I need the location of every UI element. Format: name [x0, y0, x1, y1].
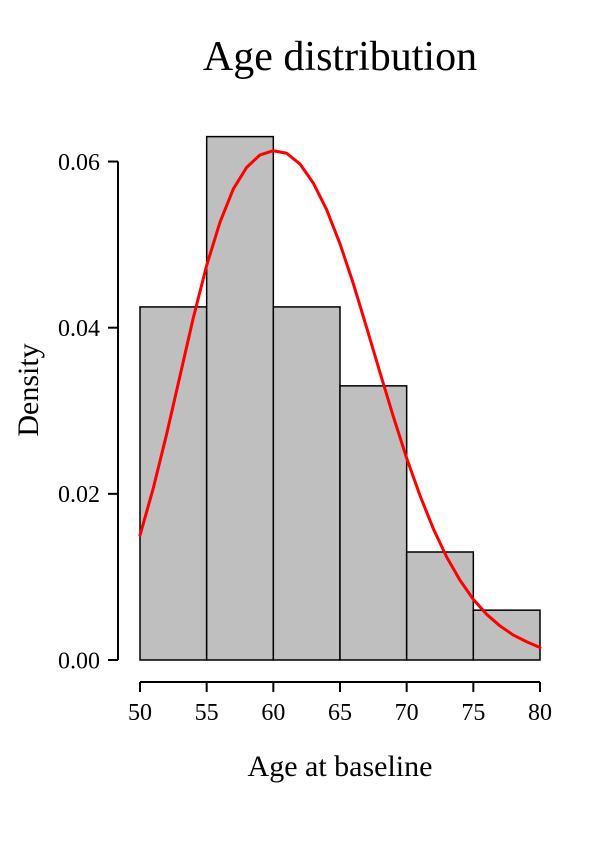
x-tick-label: 80: [528, 700, 552, 726]
x-tick-label: 75: [461, 700, 485, 726]
x-tick-label: 60: [261, 700, 285, 726]
age-distribution-chart: 50 55 60 65 70 75 80 0.00 0.02 0.04 0.06 Age distri…: [0, 0, 596, 855]
x-axis-label: Age at baseline: [248, 750, 433, 783]
y-tick-label: 0.00: [58, 648, 100, 674]
x-tick-label: 65: [328, 700, 352, 726]
histogram-bar-1: [207, 137, 274, 660]
chart-svg: 50 55 60 65 70 75 80 0.00 0.02 0.04 0.06 Age distri…: [0, 0, 596, 855]
histogram-bar-4: [407, 552, 474, 660]
y-tick-label: 0.04: [58, 316, 100, 342]
x-tick-label: 55: [195, 700, 219, 726]
histogram-bar-5: [473, 610, 540, 660]
chart-title: Age distribution: [203, 34, 477, 80]
histogram-bar-0: [140, 307, 207, 660]
x-tick-label: 70: [395, 700, 419, 726]
y-axis-label: Density: [12, 343, 45, 436]
x-tick-label: 50: [128, 700, 152, 726]
y-tick-label: 0.02: [58, 482, 100, 508]
y-tick-label: 0.06: [58, 150, 100, 176]
histogram-bar-2: [273, 307, 340, 660]
